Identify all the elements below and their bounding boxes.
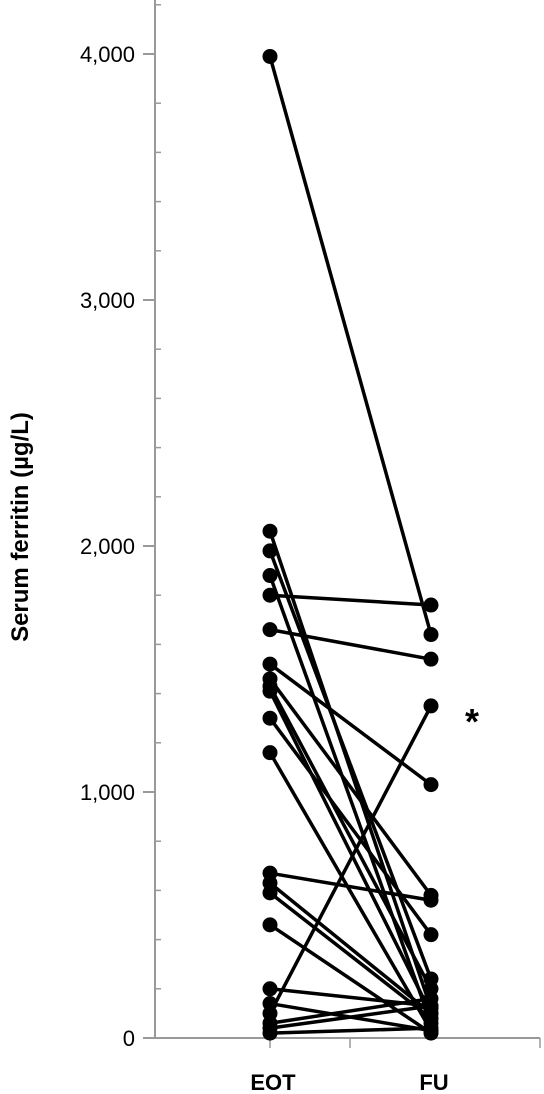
- series-lines: [268, 55, 433, 1035]
- series-line: [268, 891, 433, 1020]
- data-point: [262, 48, 278, 64]
- data-point: [262, 656, 278, 672]
- x-tick-label: FU: [419, 1070, 448, 1094]
- y-tick-label: 1,000: [80, 780, 135, 805]
- data-point: [262, 1025, 278, 1041]
- data-point: [423, 927, 439, 943]
- series-line: [268, 685, 433, 990]
- data-point: [262, 543, 278, 559]
- series-line: [268, 751, 433, 1032]
- series-line: [269, 923, 432, 1035]
- series-line: [268, 55, 433, 636]
- significance-annotation: *: [465, 701, 479, 742]
- x-tick-labels: EOT FU: [250, 1038, 541, 1094]
- data-point: [423, 651, 439, 667]
- data-point: [262, 683, 278, 699]
- major-ticks: [143, 53, 155, 1039]
- series-line: [269, 1026, 432, 1035]
- series-line: [269, 593, 432, 607]
- data-point: [262, 568, 278, 584]
- series-line: [268, 677, 433, 897]
- data-point: [423, 892, 439, 908]
- data-point: [262, 885, 278, 901]
- series-points: [262, 48, 439, 1041]
- series-line: [268, 550, 433, 980]
- data-point: [262, 523, 278, 539]
- series-line: [269, 1004, 432, 1030]
- data-point: [423, 698, 439, 714]
- data-point: [423, 597, 439, 613]
- y-tick-label: 0: [123, 1026, 135, 1051]
- y-axis-title: Serum ferritin (µg/L): [7, 412, 34, 642]
- data-point: [262, 710, 278, 726]
- y-tick-labels: 0 1,000 2,000 3,000 4,000: [80, 42, 135, 1051]
- series-line: [268, 690, 433, 1015]
- x-tick-label: EOT: [250, 1070, 296, 1094]
- data-point: [423, 998, 439, 1014]
- series-line: [268, 662, 433, 787]
- data-point: [262, 587, 278, 603]
- y-tick-label: 4,000: [80, 42, 135, 67]
- series-line: [268, 574, 433, 1024]
- minor-ticks: [155, 4, 161, 990]
- series-line: [269, 871, 432, 902]
- series-line: [269, 627, 432, 661]
- data-point: [423, 1020, 439, 1036]
- series-line: [268, 717, 433, 936]
- series-line: [268, 881, 433, 1015]
- series-line: [268, 705, 433, 1015]
- data-point: [423, 777, 439, 793]
- y-tick-label: 2,000: [80, 534, 135, 559]
- data-point: [423, 627, 439, 643]
- series-line: [269, 996, 432, 1025]
- y-tick-label: 3,000: [80, 288, 135, 313]
- data-point: [262, 917, 278, 933]
- data-point: [262, 622, 278, 638]
- data-point: [262, 981, 278, 997]
- data-point: [262, 745, 278, 761]
